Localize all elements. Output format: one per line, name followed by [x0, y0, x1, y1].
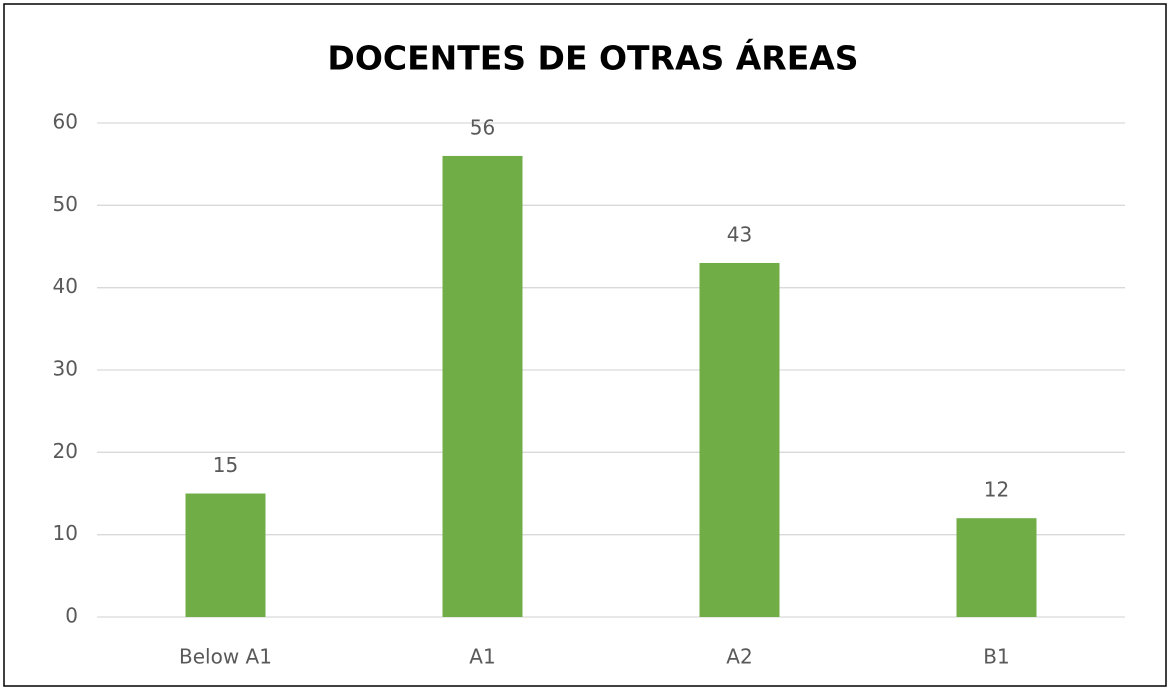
x-tick-label: A1 [469, 645, 495, 669]
chart-title: DOCENTES DE OTRAS ÁREAS [327, 38, 858, 78]
x-tick-label: Below A1 [179, 645, 272, 669]
bar [442, 155, 523, 617]
y-tick-label: 40 [53, 274, 78, 298]
value-label: 56 [470, 115, 495, 139]
value-label: 43 [727, 222, 752, 246]
x-tick-label: B1 [983, 645, 1009, 669]
y-tick-label: 60 [53, 110, 78, 134]
y-tick-label: 50 [53, 192, 78, 216]
value-label: 12 [984, 478, 1009, 502]
bar [956, 518, 1037, 617]
x-tick-label: A2 [726, 645, 752, 669]
bar [185, 493, 266, 617]
y-tick-label: 20 [53, 439, 78, 463]
y-tick-label: 10 [53, 521, 78, 545]
value-label: 15 [213, 453, 238, 477]
y-tick-label: 30 [53, 357, 78, 381]
bar [699, 262, 780, 617]
y-tick-label: 0 [65, 604, 78, 628]
